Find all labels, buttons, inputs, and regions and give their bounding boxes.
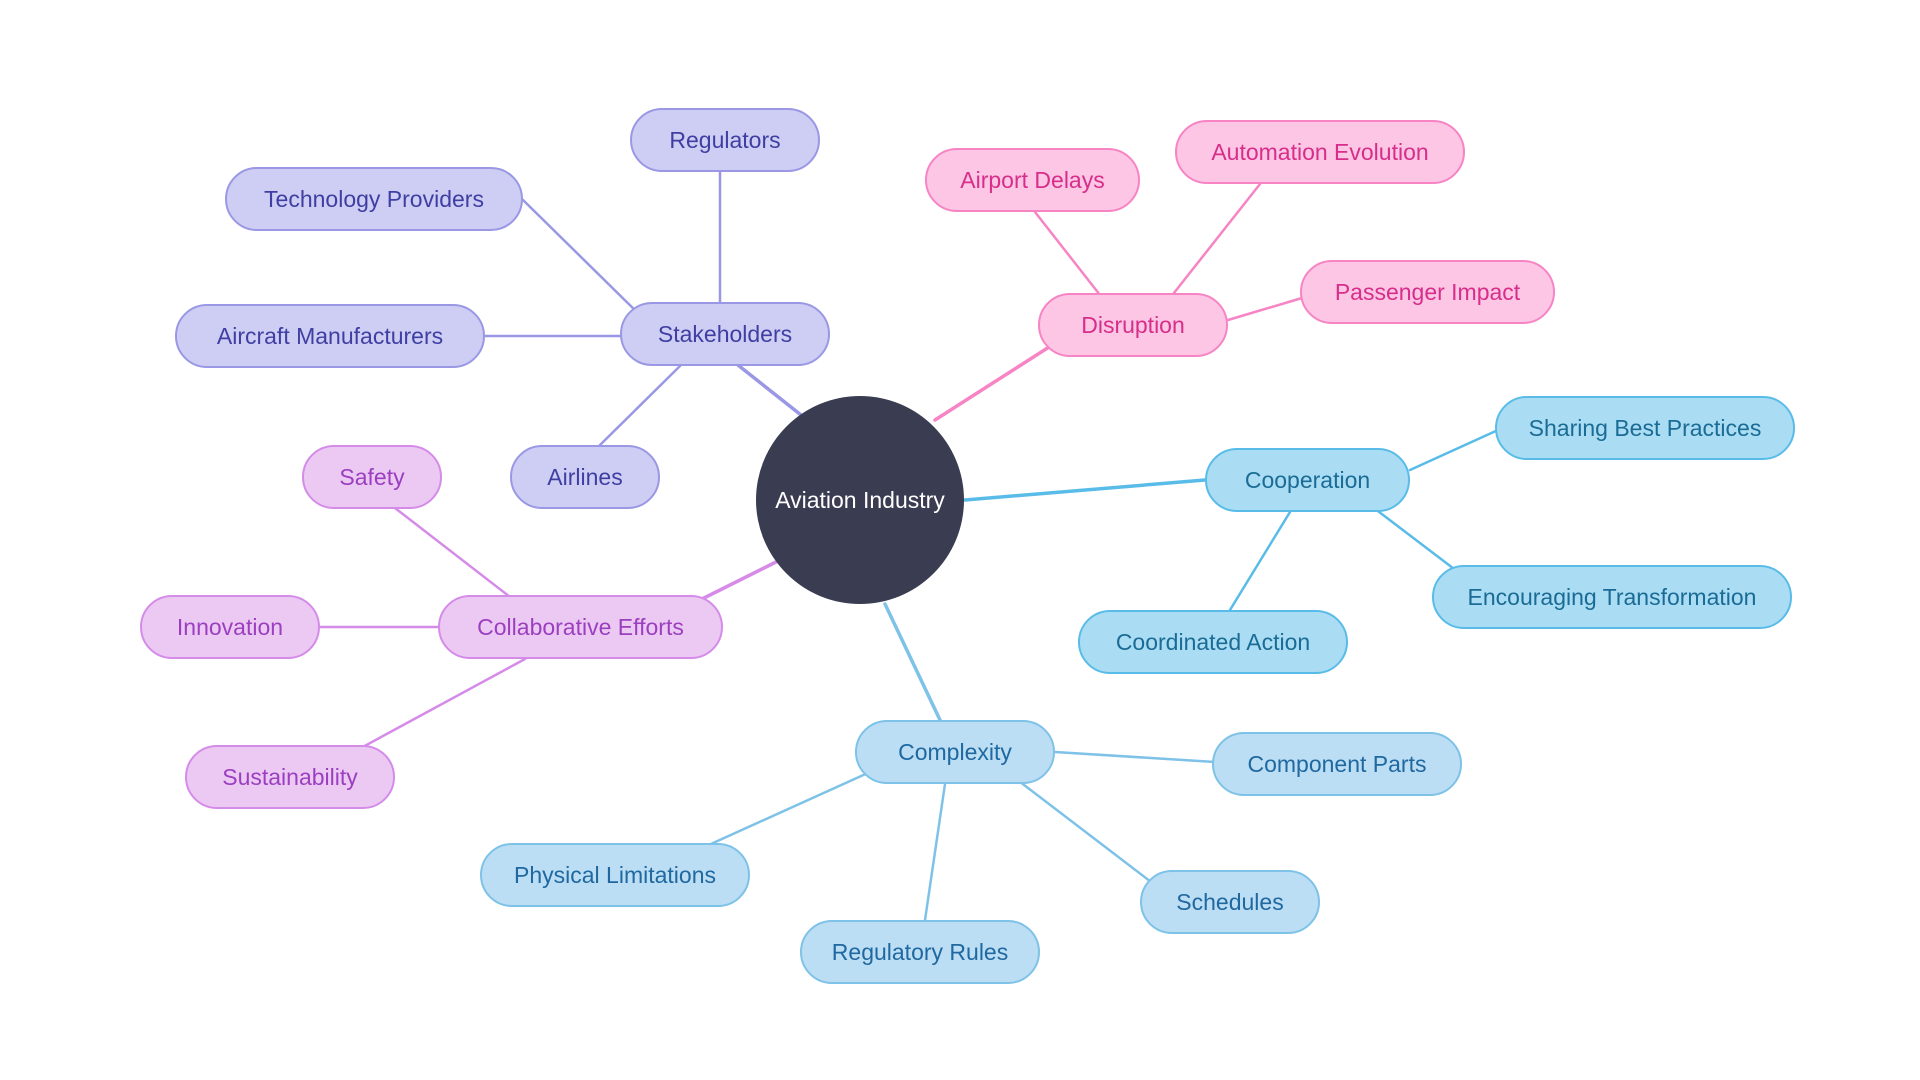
leaf-stakeholders-0: Regulators: [630, 108, 820, 172]
leaf-complexity-2: Regulatory Rules: [800, 920, 1040, 984]
branch-stakeholders-label: Stakeholders: [658, 321, 792, 348]
center-node: Aviation Industry: [756, 396, 964, 604]
branch-stakeholders: Stakeholders: [620, 302, 830, 366]
leaf-collab-2-label: Sustainability: [222, 764, 358, 791]
leaf-complexity-2-label: Regulatory Rules: [832, 939, 1008, 966]
leaf-disruption-2-label: Passenger Impact: [1335, 279, 1520, 306]
leaf-complexity-0-label: Component Parts: [1248, 751, 1427, 778]
leaf-cooperation-0-label: Sharing Best Practices: [1529, 415, 1762, 442]
leaf-collab-2: Sustainability: [185, 745, 395, 809]
leaf-cooperation-1: Encouraging Transformation: [1432, 565, 1792, 629]
leaf-cooperation-0: Sharing Best Practices: [1495, 396, 1795, 460]
leaf-complexity-1: Schedules: [1140, 870, 1320, 934]
branch-complexity: Complexity: [855, 720, 1055, 784]
leaf-disruption-0-label: Airport Delays: [960, 167, 1104, 194]
leaf-collab-0: Safety: [302, 445, 442, 509]
leaf-stakeholders-2-label: Aircraft Manufacturers: [217, 323, 443, 350]
leaf-stakeholders-3: Airlines: [510, 445, 660, 509]
leaf-disruption-1: Automation Evolution: [1175, 120, 1465, 184]
leaf-disruption-1-label: Automation Evolution: [1211, 139, 1428, 166]
leaf-collab-0-label: Safety: [339, 464, 404, 491]
leaf-cooperation-1-label: Encouraging Transformation: [1468, 584, 1757, 611]
leaf-collab-1-label: Innovation: [177, 614, 283, 641]
center-node-label: Aviation Industry: [775, 487, 945, 514]
branch-disruption: Disruption: [1038, 293, 1228, 357]
leaf-cooperation-2-label: Coordinated Action: [1116, 629, 1310, 656]
leaf-complexity-3-label: Physical Limitations: [514, 862, 716, 889]
leaf-stakeholders-2: Aircraft Manufacturers: [175, 304, 485, 368]
mindmap-canvas: Aviation Industry Stakeholders Regulators T…: [0, 0, 1920, 1080]
leaf-stakeholders-0-label: Regulators: [669, 127, 780, 154]
leaf-complexity-0: Component Parts: [1212, 732, 1462, 796]
branch-collab: Collaborative Efforts: [438, 595, 723, 659]
leaf-collab-1: Innovation: [140, 595, 320, 659]
branch-collab-label: Collaborative Efforts: [477, 614, 684, 641]
leaf-disruption-2: Passenger Impact: [1300, 260, 1555, 324]
branch-disruption-label: Disruption: [1081, 312, 1185, 339]
leaf-complexity-1-label: Schedules: [1176, 889, 1283, 916]
leaf-stakeholders-1-label: Technology Providers: [264, 186, 484, 213]
leaf-stakeholders-1: Technology Providers: [225, 167, 523, 231]
branch-complexity-label: Complexity: [898, 739, 1012, 766]
leaf-disruption-0: Airport Delays: [925, 148, 1140, 212]
leaf-complexity-3: Physical Limitations: [480, 843, 750, 907]
leaf-stakeholders-3-label: Airlines: [547, 464, 622, 491]
branch-cooperation: Cooperation: [1205, 448, 1410, 512]
leaf-cooperation-2: Coordinated Action: [1078, 610, 1348, 674]
branch-cooperation-label: Cooperation: [1245, 467, 1370, 494]
